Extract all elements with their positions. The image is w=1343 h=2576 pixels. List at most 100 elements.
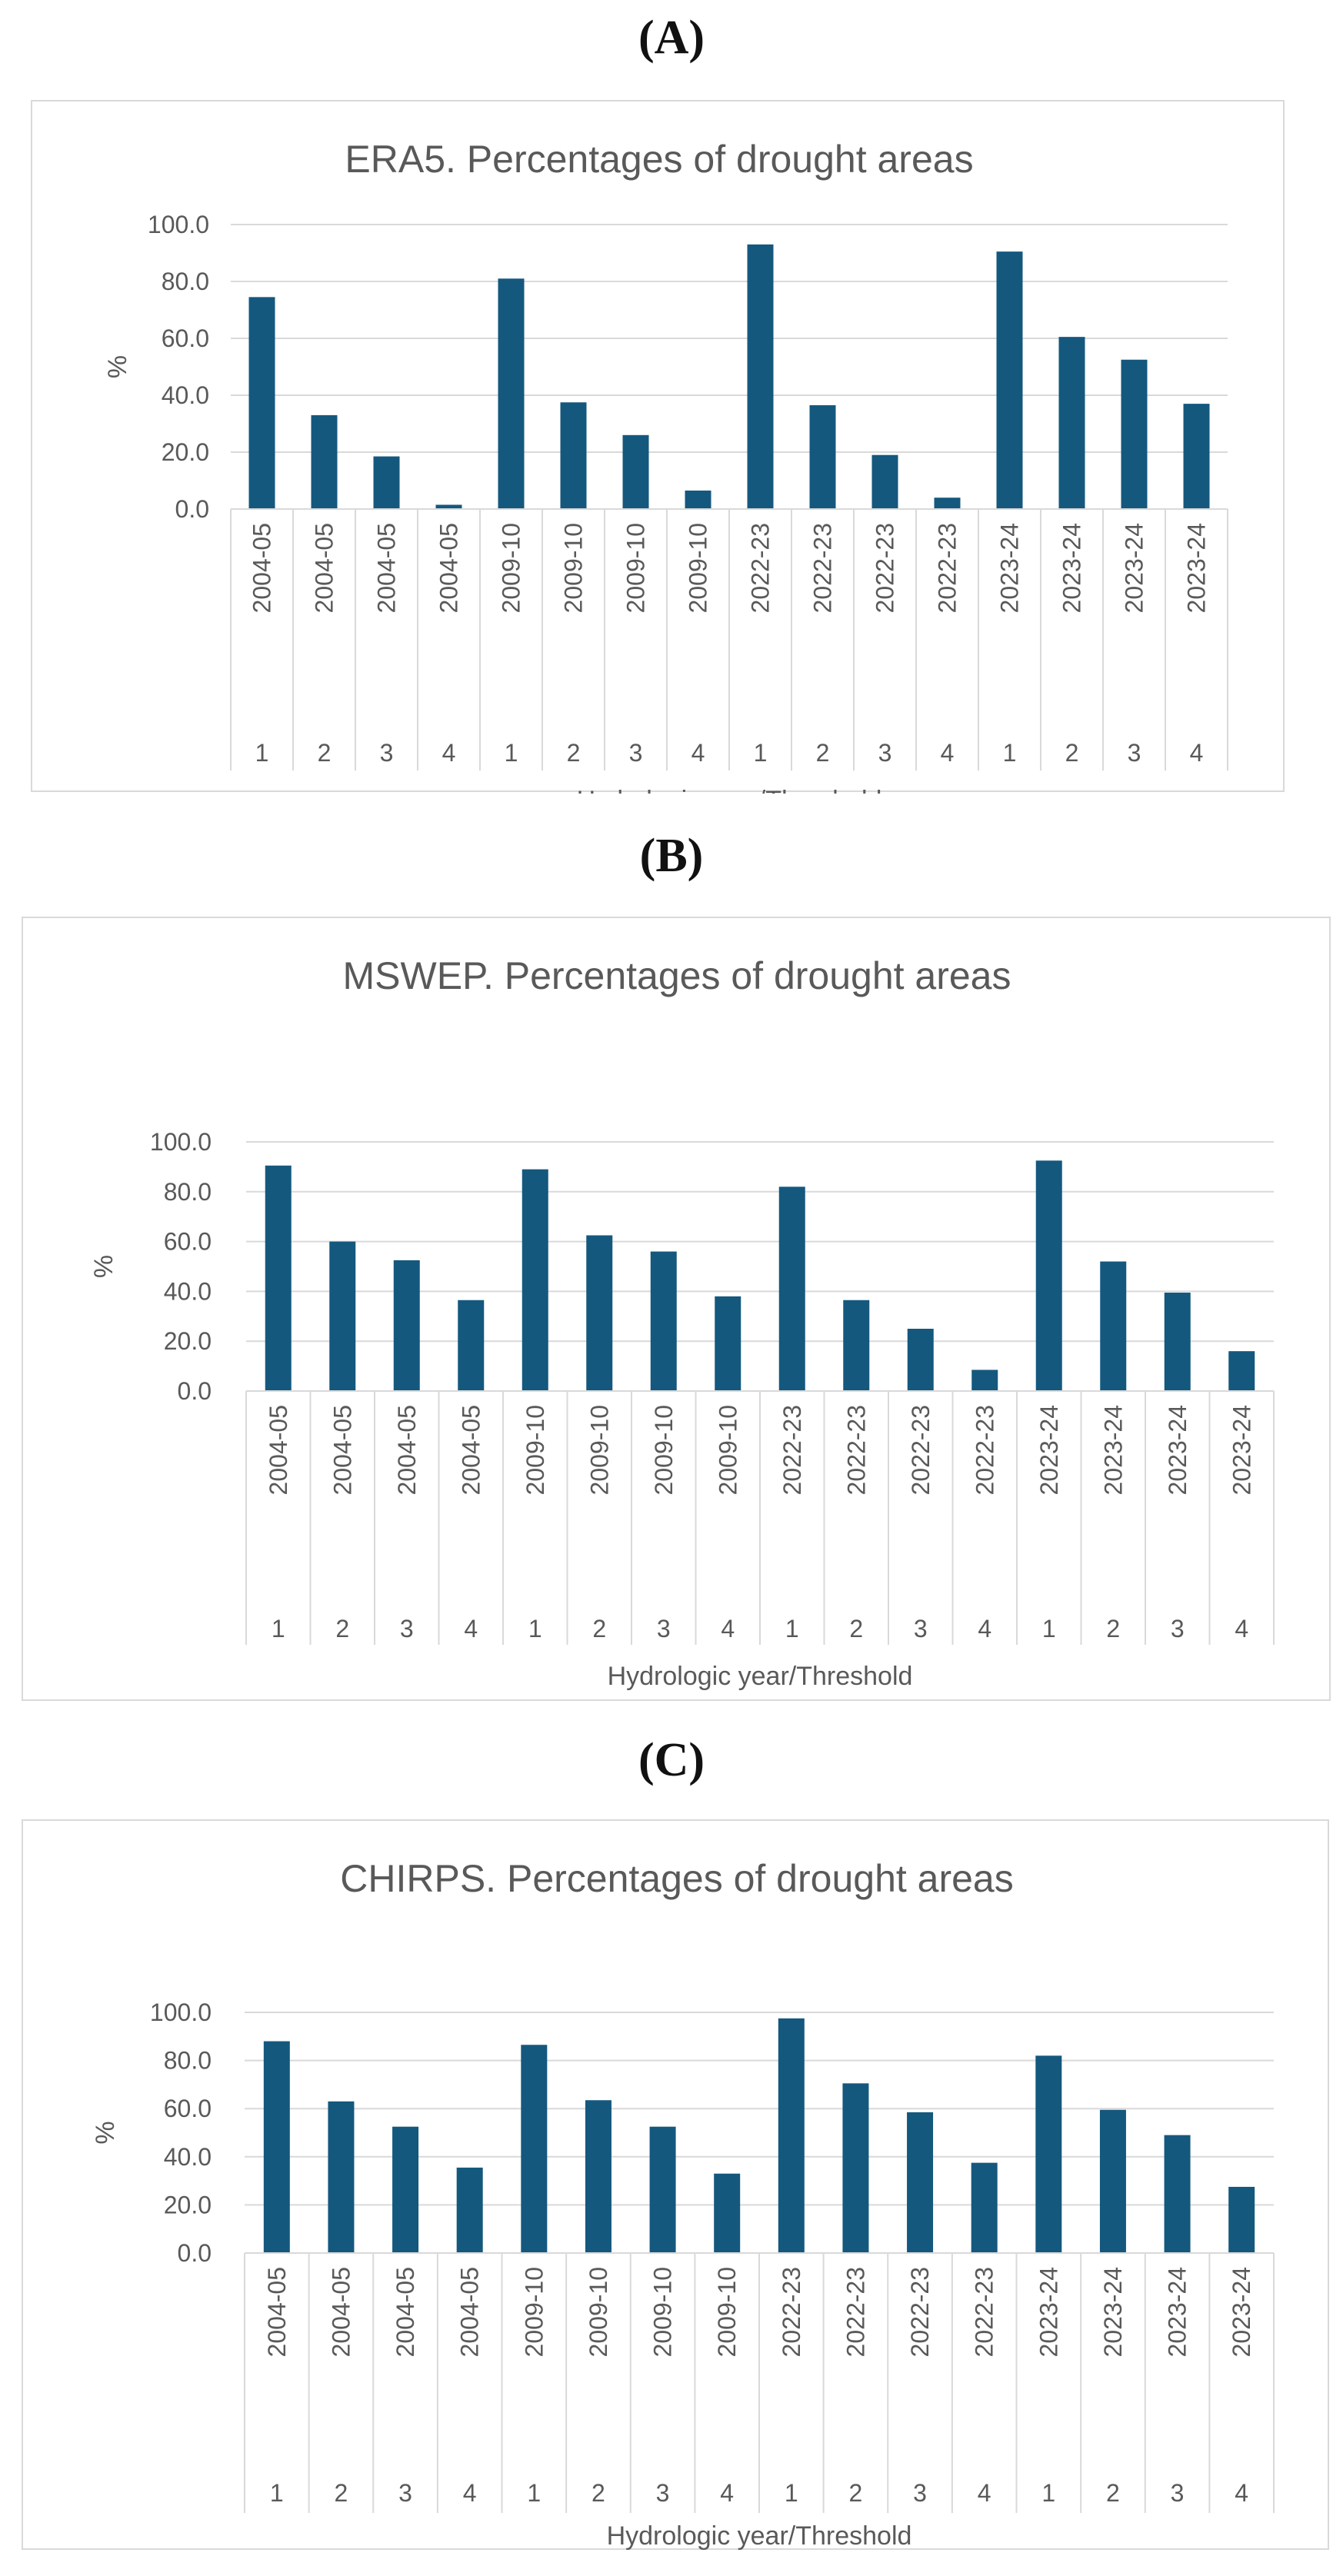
y-tick-label: 20.0 (162, 438, 209, 466)
x-category-label: 2004-05 (456, 2267, 484, 2357)
bar (458, 1300, 485, 1391)
bar (1035, 2055, 1062, 2253)
x-threshold-label: 2 (335, 1615, 349, 1642)
x-category-label: 2004-05 (327, 2267, 355, 2357)
x-category-label: 2009-10 (520, 2267, 548, 2357)
chart-era5: ERA5. Percentages of drought areas 0.0 20.… (31, 100, 1285, 794)
bar (311, 414, 338, 509)
y-tick-label: 100.0 (148, 211, 209, 238)
bar (971, 2162, 998, 2253)
x-category-label: 2023-24 (1035, 2267, 1062, 2357)
bar (585, 2100, 612, 2253)
y-tick-label: 60.0 (164, 2095, 212, 2122)
bar (329, 1241, 356, 1391)
bar (1183, 404, 1210, 509)
x-threshold-label: 1 (270, 2479, 284, 2507)
x-category-label: 2004-05 (393, 1405, 421, 1495)
x-threshold-label: 1 (505, 739, 518, 767)
x-category-label: 2022-23 (809, 523, 837, 613)
x-category-label: 2022-23 (906, 2267, 934, 2357)
bar (809, 404, 836, 509)
bar (1228, 2186, 1255, 2253)
x-threshold-label: 1 (528, 1615, 542, 1642)
bar (1100, 1261, 1127, 1391)
x-threshold-label: 4 (978, 1615, 991, 1642)
x-category-label: 2022-23 (971, 2267, 998, 2357)
x-threshold-label: 3 (1171, 1615, 1185, 1642)
x-category-label: 2004-05 (457, 1405, 485, 1495)
x-category-label: 2009-10 (685, 523, 712, 613)
x-category-label: 2022-23 (747, 523, 775, 613)
x-category-label: 2009-10 (498, 523, 525, 613)
x-threshold-label: 1 (527, 2479, 541, 2507)
x-axis-label: Hydrologic year/Threshold (608, 1662, 913, 1691)
x-threshold-label: 3 (913, 2479, 927, 2507)
x-threshold-label: 1 (785, 1615, 799, 1642)
x-category-label: 2009-10 (585, 2267, 612, 2357)
x-threshold-label: 1 (255, 739, 269, 767)
bar (263, 2041, 290, 2253)
x-threshold-label: 2 (1065, 739, 1079, 767)
bar (435, 504, 462, 509)
y-tick-label: 20.0 (164, 2191, 212, 2218)
bar (456, 2167, 483, 2253)
x-threshold-label: 3 (1128, 739, 1141, 767)
x-threshold-label: 2 (816, 739, 830, 767)
bar (265, 1165, 292, 1391)
x-threshold-label: 1 (1042, 1615, 1056, 1642)
bar (778, 2018, 805, 2253)
bar (1099, 2109, 1126, 2253)
x-threshold-label: 3 (629, 739, 643, 767)
panel-label-c: (C) (638, 1734, 705, 1786)
y-tick-label: 40.0 (164, 2143, 212, 2171)
x-threshold-label: 4 (464, 1615, 478, 1642)
x-category-label: 2009-10 (713, 2267, 741, 2357)
y-tick-label: 100.0 (150, 1128, 212, 1156)
x-threshold-label: 2 (849, 2479, 863, 2507)
x-threshold-label: 4 (941, 739, 955, 767)
x-threshold-label: 2 (592, 1615, 606, 1642)
x-category-label: 2009-10 (560, 523, 588, 613)
panel-label-b: (B) (639, 830, 704, 882)
x-category-label: 2009-10 (622, 523, 650, 613)
x-category-label: 2022-23 (778, 2267, 805, 2357)
bar (1164, 1293, 1191, 1391)
bar (649, 2126, 676, 2253)
x-category-label: 2004-05 (248, 523, 276, 613)
x-threshold-label: 1 (1003, 739, 1017, 767)
bar (560, 402, 587, 509)
x-threshold-label: 2 (849, 1615, 863, 1642)
y-tick-label: 0.0 (178, 1377, 212, 1405)
x-category-label: 2023-24 (1121, 523, 1148, 613)
bar (622, 434, 649, 509)
x-category-label: 2004-05 (311, 523, 338, 613)
y-tick-label: 40.0 (162, 381, 209, 409)
bar (971, 1370, 998, 1391)
x-category-label: 2023-24 (1164, 2267, 1191, 2357)
x-axis-label: Hydrologic year/Threshold (577, 786, 882, 794)
x-threshold-label: 3 (1171, 2479, 1185, 2507)
x-category-label: 2022-23 (971, 1405, 998, 1495)
bar (685, 490, 711, 509)
bar (1228, 1351, 1255, 1391)
bar (521, 2045, 548, 2253)
x-threshold-label: 2 (1106, 1615, 1120, 1642)
x-threshold-label: 4 (463, 2479, 477, 2507)
x-threshold-label: 4 (978, 2479, 991, 2507)
x-category-label: 2023-24 (996, 523, 1024, 613)
x-category-label: 2023-24 (1164, 1405, 1191, 1495)
panel-label-a: (A) (638, 12, 705, 64)
x-threshold-label: 4 (721, 1615, 735, 1642)
y-tick-label: 100.0 (150, 1999, 212, 2026)
bar (843, 1300, 870, 1391)
x-threshold-label: 2 (1106, 2479, 1120, 2507)
bar (907, 1329, 934, 1391)
y-tick-label: 40.0 (164, 1277, 212, 1305)
bar (842, 2083, 869, 2253)
x-threshold-label: 4 (720, 2479, 734, 2507)
x-category-label: 2023-24 (1058, 523, 1086, 613)
x-threshold-label: 4 (1235, 2479, 1248, 2507)
x-category-label: 2004-05 (263, 2267, 291, 2357)
x-threshold-label: 4 (442, 739, 456, 767)
y-tick-label: 60.0 (164, 1228, 212, 1256)
